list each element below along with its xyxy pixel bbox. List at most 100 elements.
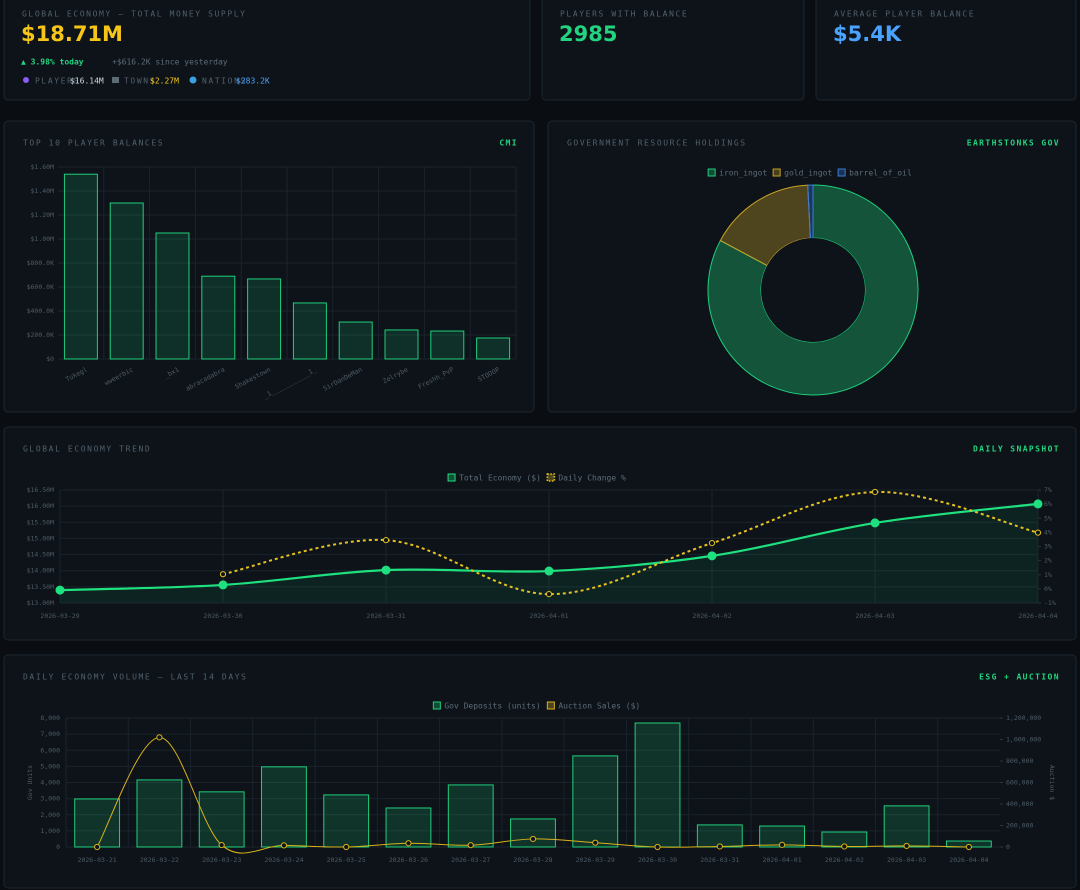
y-tick-label: 5%: [1044, 514, 1052, 522]
y-tick-label: $13.00M: [27, 599, 54, 607]
stat-label: AVERAGE PLAYER BALANCE: [834, 10, 975, 19]
bar: [247, 278, 282, 360]
breakdown-value: $2.27M: [150, 77, 179, 86]
stat-label: GLOBAL ECONOMY — TOTAL MONEY SUPPLY: [22, 10, 247, 19]
y-axis-title: Gov Units: [26, 765, 34, 800]
nations-icon: [189, 76, 197, 84]
breakdown-label: PLAYERS: [35, 77, 80, 86]
legend-label: barrel_of_oil: [849, 169, 912, 178]
y-tick-label: 4,000: [40, 779, 60, 787]
y-tick-label: 8,000: [40, 714, 60, 722]
line: [222, 490, 1039, 596]
legend-label: iron_ingot: [719, 169, 767, 178]
point: [716, 843, 723, 850]
y-tick-label: 800,000: [1006, 757, 1033, 765]
stat-card: [541, 0, 805, 101]
x-tick-label: 2026-04-02: [692, 612, 731, 620]
bar: [572, 755, 619, 848]
legend-label: Total Economy ($): [459, 474, 541, 483]
chart-tag: ESG + AUCTION: [979, 673, 1060, 682]
chart-card: [3, 654, 1077, 889]
x-tick-label: 2026-03-22: [140, 856, 179, 864]
bar: [476, 337, 511, 360]
y-tick-label: $13.50M: [27, 583, 54, 591]
y-tick-label: $1.00M: [31, 235, 55, 243]
legend-swatch: [837, 168, 846, 177]
stat-label: PLAYERS WITH BALANCE: [560, 10, 688, 19]
legend-swatch: [772, 168, 781, 177]
point: [965, 843, 972, 851]
x-tick-label: 2026-03-27: [451, 856, 490, 864]
point: [545, 591, 553, 598]
legend-label: Gov Deposits (units): [444, 702, 540, 711]
point: [280, 842, 288, 849]
point: [1034, 529, 1042, 536]
bar: [883, 805, 930, 848]
legend-swatch: [546, 701, 555, 710]
point: [871, 488, 879, 496]
y-tick-label: $16.50M: [27, 486, 54, 494]
point: [381, 565, 391, 575]
y-tick-label: $800.0K: [27, 259, 54, 267]
point: [467, 842, 474, 849]
y-tick-label: 3%: [1044, 543, 1052, 551]
bar: [198, 791, 245, 848]
bar: [201, 275, 236, 360]
y-tick-label: $14.00M: [27, 567, 54, 575]
bar: [63, 173, 98, 360]
y-tick-label: $600.0K: [27, 283, 54, 291]
y-tick-label: 1,000,000: [1006, 736, 1041, 744]
x-tick-label: 2026-03-23: [202, 856, 241, 864]
x-tick-label: 2026-03-31: [700, 856, 739, 864]
x-tick-label: 2026-03-25: [327, 856, 366, 864]
bar: [109, 202, 144, 360]
bar: [510, 818, 556, 848]
chart-title: DAILY ECONOMY VOLUME — LAST 14 DAYS: [23, 673, 248, 682]
y2-axis-title: Auction $: [1048, 765, 1056, 800]
point: [156, 734, 163, 741]
y-tick-label: 0%: [1044, 585, 1052, 593]
legend-swatch: [707, 168, 716, 177]
donut-hole: [761, 238, 865, 342]
chart-tag: DAILY SNAPSHOT: [973, 445, 1060, 454]
point: [778, 841, 786, 848]
y-tick-label: 1%: [1044, 571, 1052, 579]
legend-swatch: [546, 473, 556, 482]
legend-swatch: [432, 701, 441, 710]
bar: [74, 798, 121, 848]
stat-card: [3, 0, 531, 101]
x-tick-label: 2026-03-28: [513, 856, 552, 864]
x-tick-label: 2026-03-31: [366, 612, 405, 620]
x-tick-label: 2026-04-01: [529, 612, 568, 620]
legend-label: gold_ingot: [784, 169, 832, 178]
x-tick-label: 2026-03-29: [576, 856, 615, 864]
bar: [323, 794, 370, 848]
bar: [634, 722, 681, 848]
players-icon: [23, 77, 29, 83]
stat-value: $5.4K: [833, 22, 902, 46]
breakdown-value: $283.2K: [236, 77, 270, 86]
x-tick-label: 2026-04-02: [825, 856, 864, 864]
y-tick-label: 1,000: [40, 827, 60, 835]
legend-label: Daily Change %: [558, 474, 626, 483]
bar: [430, 330, 465, 360]
stat-value: $18.71M: [21, 22, 123, 46]
breakdown-label: TOWNS: [124, 77, 156, 86]
x-tick-label: 2026-03-21: [78, 856, 117, 864]
x-tick-label: 2026-04-03: [855, 612, 894, 620]
point: [219, 571, 227, 578]
point: [529, 835, 537, 843]
y-tick-label: 0: [56, 843, 60, 851]
point: [870, 518, 880, 528]
x-tick-label: 2026-03-29: [40, 612, 79, 620]
y-tick-label: 6%: [1044, 500, 1052, 508]
chart-tag: EARTHSTONKS GOV: [967, 139, 1060, 148]
y-tick-label: $0: [46, 355, 54, 363]
y-tick-label: 7%: [1044, 486, 1052, 494]
x-tick-label: 2026-03-26: [389, 856, 428, 864]
point: [343, 843, 350, 851]
chart-card: [3, 120, 535, 413]
bar: [155, 232, 190, 360]
point: [708, 540, 716, 547]
